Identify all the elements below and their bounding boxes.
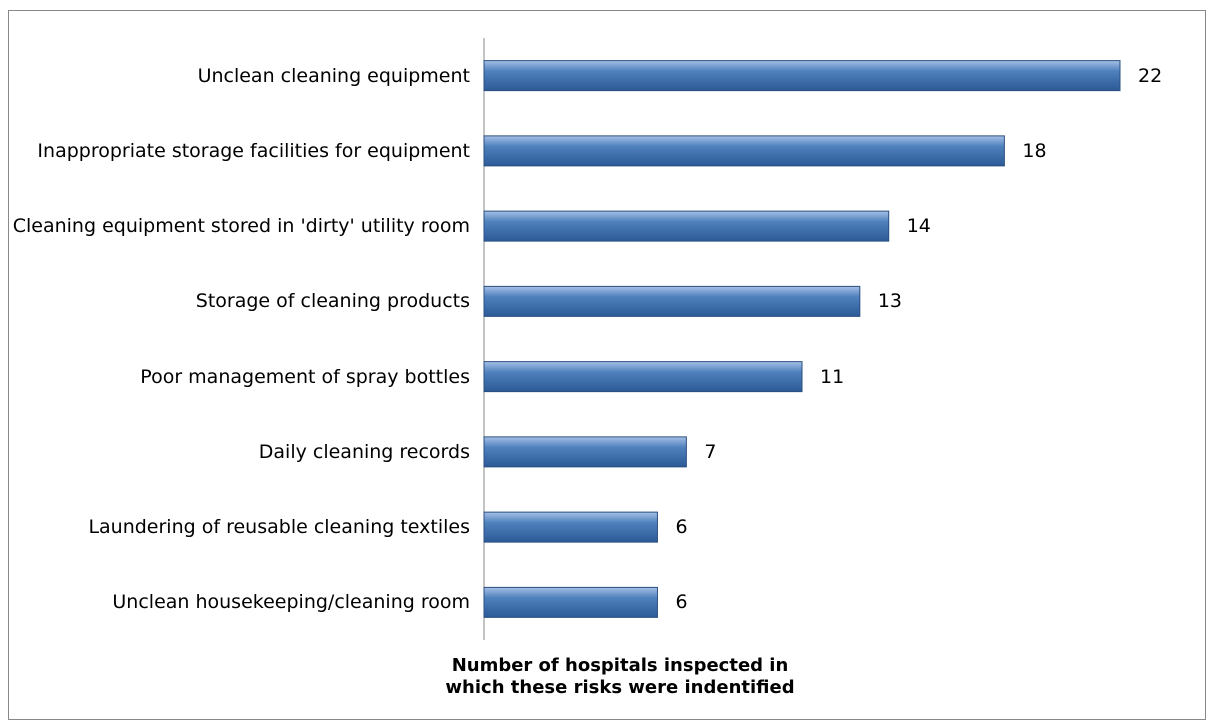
value-label: 7	[704, 440, 717, 463]
category-label: Unclean housekeeping/cleaning room	[10, 567, 470, 637]
category-label: Unclean cleaning equipment	[10, 41, 470, 111]
bar	[483, 135, 1005, 167]
value-label: 14	[906, 215, 931, 238]
category-text: Inappropriate storage facilities for equ…	[37, 139, 470, 162]
category-label: Poor management of spray bottles	[10, 342, 470, 412]
bar	[483, 210, 890, 242]
value-label: 6	[675, 516, 688, 539]
value-label: 6	[675, 591, 688, 614]
category-label: Laundering of reusable cleaning textiles	[10, 492, 470, 562]
category-text: Daily cleaning records	[258, 440, 470, 463]
value-label: 18	[1022, 139, 1047, 162]
category-text: Storage of cleaning products	[195, 290, 470, 313]
value-label: 11	[820, 365, 845, 388]
value-label: 13	[877, 290, 902, 313]
bar	[483, 285, 861, 317]
category-text: Laundering of reusable cleaning textiles	[88, 516, 470, 539]
bar	[483, 361, 803, 393]
category-text: Unclean housekeeping/cleaning room	[112, 591, 470, 614]
value-label: 22	[1138, 64, 1163, 87]
bar	[483, 60, 1121, 92]
category-text: Poor management of spray bottles	[140, 365, 470, 388]
category-label: Inappropriate storage facilities for equ…	[10, 116, 470, 186]
bar	[483, 586, 658, 618]
x-axis-label: Number of hospitals inspected in which t…	[445, 655, 795, 698]
category-label: Storage of cleaning products	[10, 266, 470, 336]
category-label: Cleaning equipment stored in 'dirty' uti…	[10, 191, 470, 261]
bar	[483, 511, 658, 543]
category-text: Unclean cleaning equipment	[197, 64, 470, 87]
category-label: Daily cleaning records	[10, 417, 470, 487]
category-text: Cleaning equipment stored in 'dirty' uti…	[12, 215, 470, 238]
bar	[483, 436, 687, 468]
